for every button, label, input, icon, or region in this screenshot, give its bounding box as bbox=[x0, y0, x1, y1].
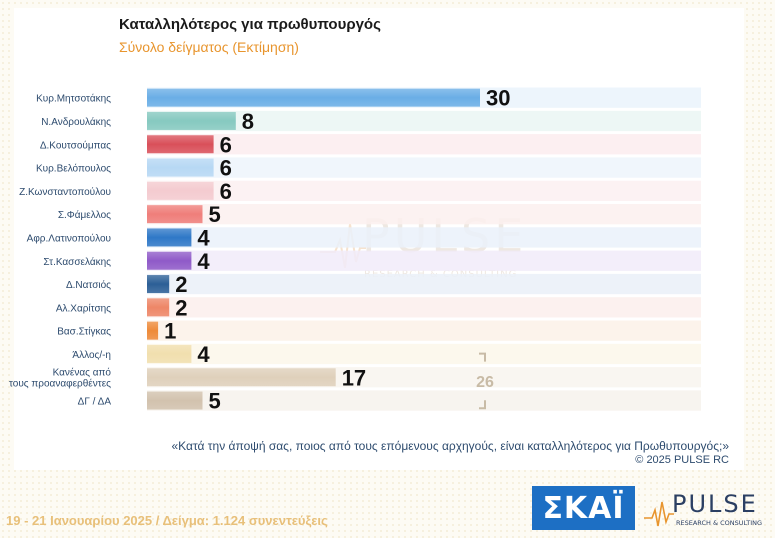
pulse-logo: PULSE RESEARCH & CONSULTING bbox=[644, 490, 762, 527]
chart-title: Καταλληλότερος για πρωθυπουργός bbox=[119, 16, 381, 33]
bar-value-label: 2 bbox=[175, 295, 187, 320]
bar bbox=[147, 228, 192, 247]
row-band bbox=[147, 180, 701, 201]
bar-value-label: 30 bbox=[486, 86, 510, 111]
bracket-top bbox=[479, 352, 486, 362]
bar bbox=[147, 344, 192, 363]
category-label: Άλλος/-η bbox=[72, 350, 111, 361]
bar-value-label: 1 bbox=[164, 319, 176, 344]
bar bbox=[147, 111, 236, 130]
survey-dates: 19 - 21 Ιανουαρίου 2025 / Δείγμα: 1.124 … bbox=[6, 513, 328, 528]
bar bbox=[147, 391, 203, 410]
skai-logo-text: ΣΚΑΪ bbox=[542, 490, 625, 526]
bar-value-label: 4 bbox=[197, 249, 210, 274]
row-band bbox=[147, 297, 701, 318]
bar bbox=[147, 88, 480, 107]
bar bbox=[147, 368, 336, 387]
bar bbox=[147, 158, 214, 177]
row-band bbox=[147, 134, 701, 155]
category-label: Σ.Φάμελλος bbox=[58, 209, 111, 221]
bar-value-label: 4 bbox=[197, 225, 210, 250]
copyright-note: © 2025 PULSE RC bbox=[635, 454, 729, 466]
category-label: Αφρ.Λατινοπούλου bbox=[27, 232, 111, 244]
category-label: Στ.Κασσελάκης bbox=[43, 256, 111, 268]
category-label: Δ.Κουτσούμπας bbox=[40, 139, 111, 151]
bracket-bottom bbox=[479, 400, 486, 410]
chart-subtitle: Σύνολο δείγματος (Εκτίμηση) bbox=[119, 39, 299, 55]
bar bbox=[147, 321, 159, 340]
bar bbox=[147, 181, 214, 200]
bar bbox=[147, 251, 192, 270]
category-label: Αλ.Χαρίτσης bbox=[56, 302, 111, 314]
category-label: Κυρ.Βελόπουλος bbox=[36, 163, 111, 175]
row-band bbox=[147, 157, 701, 178]
row-band bbox=[147, 250, 701, 271]
bar-value-label: 17 bbox=[342, 365, 366, 390]
category-label: Δ.Νατσιός bbox=[66, 279, 111, 291]
bar-value-label: 6 bbox=[220, 132, 232, 157]
category-label: Κανένας από bbox=[53, 366, 112, 378]
bar-value-label: 2 bbox=[175, 272, 187, 297]
row-band bbox=[147, 110, 701, 132]
row-band bbox=[147, 227, 701, 248]
row-band bbox=[147, 273, 701, 295]
skai-logo: ΣΚΑΪ bbox=[532, 486, 635, 530]
bar bbox=[147, 205, 203, 224]
category-label: τους προαναφερθέντες bbox=[9, 377, 111, 389]
bar-value-label: 4 bbox=[197, 342, 210, 367]
bar bbox=[147, 275, 170, 294]
category-label: Κυρ.Μητσοτάκης bbox=[36, 93, 111, 105]
row-band bbox=[147, 204, 701, 225]
bracket-total-label: 26 bbox=[476, 374, 494, 391]
bar-value-label: 6 bbox=[220, 179, 232, 204]
category-label: Ν.Ανδρουλάκης bbox=[41, 116, 111, 128]
pulse-logo-subtext: RESEARCH & CONSULTING bbox=[676, 519, 762, 527]
bar bbox=[147, 298, 170, 317]
bar-value-label: 5 bbox=[209, 389, 221, 414]
pulse-logo-text: PULSE bbox=[672, 490, 758, 518]
bar-value-label: 6 bbox=[220, 156, 232, 181]
row-band bbox=[147, 390, 701, 411]
category-label: Βασ.Στίγκας bbox=[57, 326, 111, 338]
bar-value-label: 8 bbox=[242, 109, 254, 134]
category-label: Ζ.Κωνσταντοπούλου bbox=[19, 186, 111, 198]
category-label: ΔΓ / ΔΑ bbox=[78, 397, 112, 408]
bar-value-label: 5 bbox=[209, 202, 221, 227]
survey-question: «Κατά την άποψή σας, ποιος από τους επόμ… bbox=[171, 439, 730, 453]
bar bbox=[147, 135, 214, 154]
row-band bbox=[147, 343, 701, 365]
row-band bbox=[147, 320, 701, 341]
